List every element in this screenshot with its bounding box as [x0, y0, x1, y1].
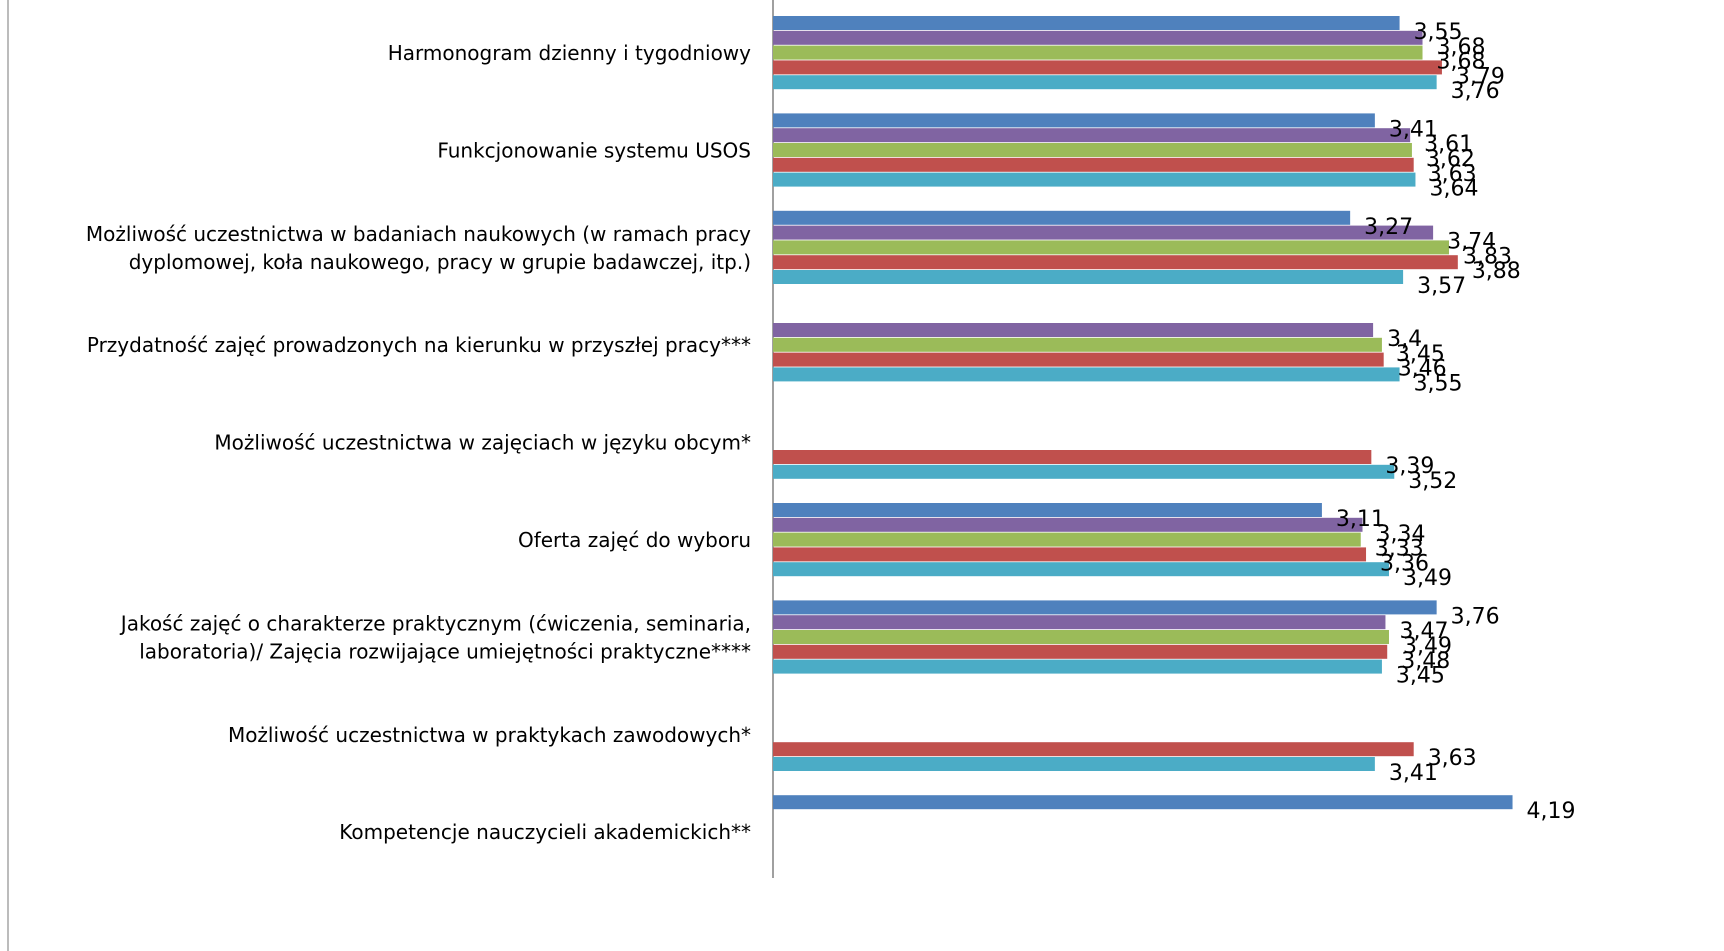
value-label: 3,74	[1447, 230, 1496, 255]
bar	[773, 60, 1442, 75]
bar	[773, 172, 1416, 187]
value-label: 3,47	[1399, 619, 1448, 644]
bar	[773, 517, 1363, 532]
value-label: 3,76	[1451, 79, 1500, 104]
bar	[773, 143, 1412, 157]
category-label: Przydatność zajęć prowadzonych na kierun…	[87, 333, 751, 357]
category-label: Możliwość uczestnictwa w badaniach nauko…	[86, 222, 751, 246]
value-label: 3,27	[1364, 215, 1413, 240]
value-label: 3,49	[1403, 634, 1452, 659]
category-label: Oferta zajęć do wyboru	[518, 528, 751, 552]
bar	[773, 45, 1423, 60]
bar	[773, 562, 1389, 577]
value-label: 3,36	[1380, 551, 1429, 576]
category-label: dyplomowej, koła naukowego, pracy w grup…	[129, 250, 751, 274]
value-label: 3,4	[1387, 327, 1422, 352]
bar	[773, 225, 1434, 240]
bars	[773, 16, 1513, 810]
value-label: 3,49	[1403, 566, 1452, 591]
bar	[773, 113, 1375, 128]
bar	[773, 16, 1400, 30]
bar	[773, 532, 1361, 547]
category-label: Możliwość uczestnictwa w praktykach zawo…	[228, 723, 751, 747]
bar	[773, 255, 1458, 270]
value-label: 3,33	[1375, 537, 1424, 562]
value-label: 3,61	[1424, 132, 1473, 157]
bar	[773, 367, 1400, 382]
bar	[773, 240, 1449, 255]
value-label: 3,41	[1389, 117, 1438, 142]
category-label: Możliwość uczestnictwa w zajęciach w jęz…	[214, 431, 751, 455]
value-label: 3,79	[1456, 64, 1505, 89]
bar	[773, 75, 1437, 90]
value-label: 3,68	[1437, 50, 1486, 75]
bar	[773, 644, 1388, 659]
value-label: 3,55	[1414, 371, 1463, 396]
category-labels: Harmonogram dzienny i tygodniowy Funkcjon…	[86, 41, 751, 844]
value-label: 3,64	[1429, 177, 1478, 202]
value-label: 3,39	[1385, 454, 1434, 479]
value-label: 3,52	[1408, 469, 1457, 494]
value-label: 3,46	[1398, 357, 1447, 382]
value-label: 3,57	[1417, 274, 1466, 299]
value-label: 4,19	[1527, 799, 1576, 824]
value-label: 3,63	[1428, 162, 1477, 187]
bar	[773, 464, 1395, 479]
value-label: 3,45	[1396, 342, 1445, 367]
value-label: 3,62	[1426, 147, 1475, 172]
bar	[773, 450, 1372, 464]
category-label: Kompetencje nauczycieli akademickich**	[339, 820, 751, 844]
value-label: 3,88	[1472, 259, 1521, 284]
value-label: 3,55	[1414, 20, 1463, 45]
bar	[773, 600, 1437, 615]
bar	[773, 630, 1389, 644]
value-label: 3,63	[1428, 746, 1477, 771]
bar	[773, 547, 1367, 562]
bar	[773, 270, 1404, 284]
bar	[773, 337, 1382, 352]
bar	[773, 157, 1414, 172]
value-label: 3,45	[1396, 664, 1445, 689]
category-label: Harmonogram dzienny i tygodniowy	[388, 41, 751, 65]
value-label: 3,41	[1389, 761, 1438, 786]
bar	[773, 659, 1382, 674]
category-label: laboratoria)/ Zajęcia rozwijające umieję…	[139, 639, 751, 663]
value-label: 3,11	[1336, 507, 1385, 532]
bar	[773, 323, 1374, 337]
bar	[773, 615, 1386, 630]
value-label: 3,76	[1451, 604, 1500, 629]
value-label: 3,48	[1401, 649, 1450, 674]
bar	[773, 503, 1322, 517]
bar	[773, 742, 1414, 757]
value-label: 3,83	[1463, 244, 1512, 269]
value-label: 3,34	[1377, 522, 1426, 547]
bar	[773, 352, 1384, 367]
bar	[773, 795, 1513, 810]
bar	[773, 128, 1411, 143]
bar	[773, 210, 1351, 225]
bar	[773, 30, 1423, 45]
value-label: 3,68	[1437, 35, 1486, 60]
bar	[773, 757, 1375, 771]
category-label: Funkcjonowanie systemu USOS	[437, 138, 751, 162]
value-labels: 3,553,683,683,793,763,413,613,623,633,64…	[1336, 20, 1576, 824]
category-label: Jakość zajęć o charakterze praktycznym (…	[119, 611, 751, 635]
